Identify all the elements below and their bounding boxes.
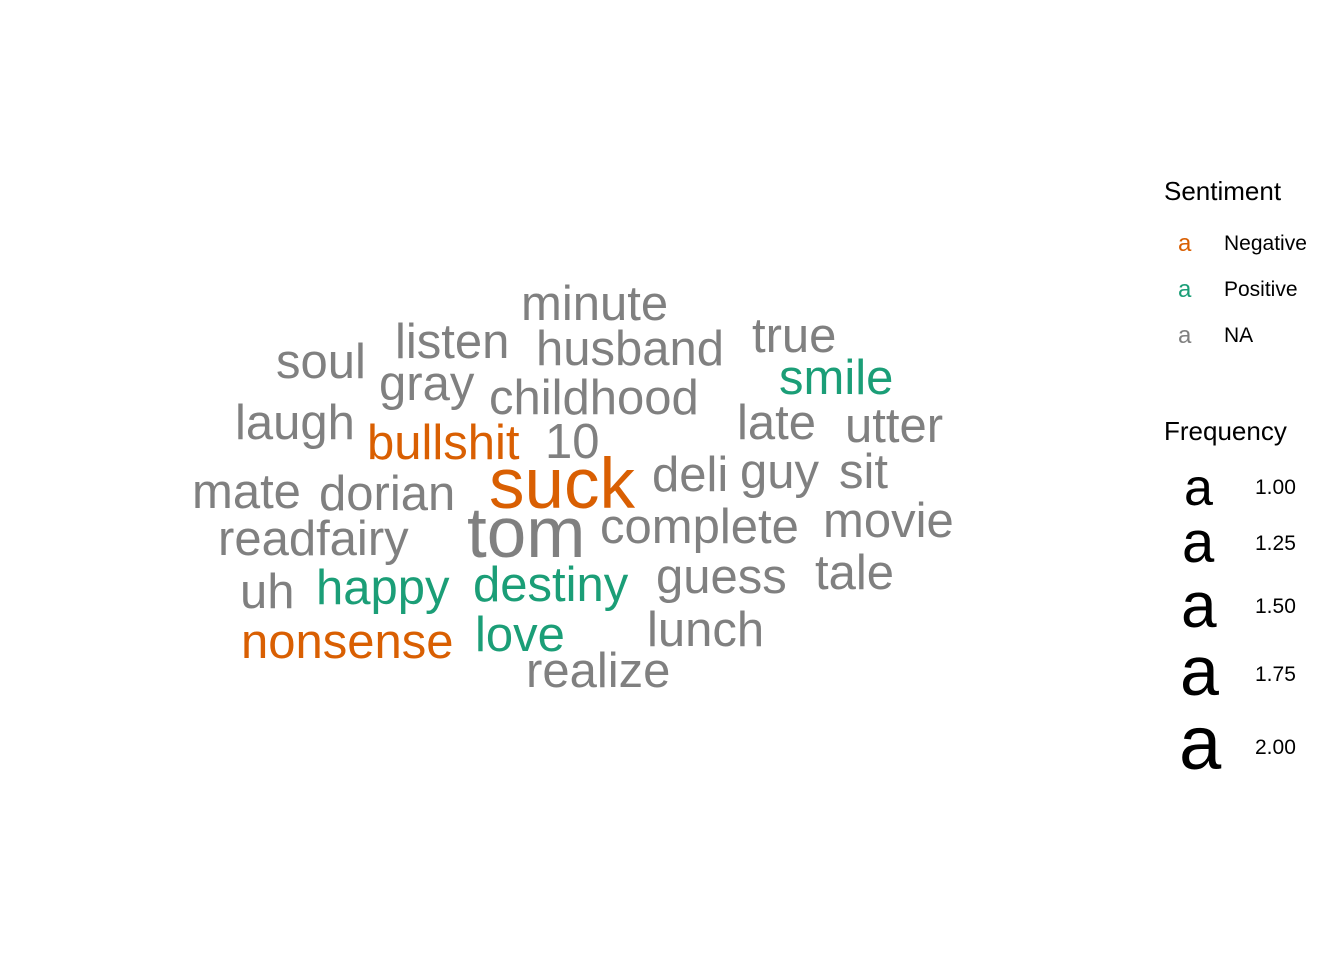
word-realize: realize	[526, 644, 670, 698]
word-smile: smile	[779, 351, 893, 405]
word-minute: minute	[521, 277, 668, 331]
word-dorian: dorian	[319, 467, 455, 521]
word-bullshit: bullshit	[367, 416, 520, 470]
word-readfairy: readfairy	[218, 512, 409, 566]
size-label-1-25: 1.25	[1255, 532, 1296, 555]
word-utter: utter	[845, 399, 943, 453]
size-label-1-00: 1.00	[1255, 476, 1296, 499]
size-key-2-00: a	[1179, 701, 1222, 786]
word-husband: husband	[536, 322, 724, 376]
word-uh: uh	[240, 565, 295, 619]
word-listen: listen	[395, 315, 509, 369]
positive-label: Positive	[1224, 278, 1298, 301]
word-sit: sit	[839, 445, 888, 499]
word-suck: suck	[489, 445, 635, 524]
na-label: NA	[1224, 324, 1254, 347]
word-gray: gray	[379, 357, 475, 411]
size-key-1-00: a	[1184, 459, 1213, 517]
word-tale: tale	[815, 546, 894, 600]
word-10: 10	[545, 415, 600, 469]
word-guy: guy	[740, 445, 820, 499]
sentiment-legend-title: Sentiment	[1164, 176, 1282, 206]
word-destiny: destiny	[473, 558, 629, 612]
word-happy: happy	[316, 561, 450, 615]
word-true: true	[752, 309, 836, 363]
size-label-1-75: 1.75	[1255, 663, 1296, 686]
word-complete: complete	[600, 500, 799, 554]
na-key: a	[1178, 322, 1192, 349]
size-key-1-75: a	[1180, 632, 1219, 710]
word-love: love	[475, 608, 565, 662]
word-laugh: laugh	[235, 396, 355, 450]
word-lunch: lunch	[647, 603, 764, 657]
word-soul: soul	[276, 335, 366, 389]
word-tom: tom	[467, 494, 585, 573]
frequency-legend-title: Frequency	[1164, 416, 1287, 446]
word-guess: guess	[656, 550, 787, 604]
negative-label: Negative	[1224, 232, 1307, 255]
size-label-1-50: 1.50	[1255, 595, 1296, 618]
size-key-1-50: a	[1181, 569, 1217, 641]
size-key-1-25: a	[1182, 510, 1215, 575]
word-movie: movie	[823, 494, 954, 548]
negative-key: a	[1178, 230, 1192, 257]
word-late: late	[737, 396, 816, 450]
size-label-2-00: 2.00	[1255, 736, 1296, 759]
positive-key: a	[1178, 276, 1192, 303]
word-deli: deli	[652, 448, 728, 502]
word-childhood: childhood	[489, 371, 699, 425]
word-mate: mate	[192, 465, 301, 519]
word-nonsense: nonsense	[241, 615, 454, 669]
